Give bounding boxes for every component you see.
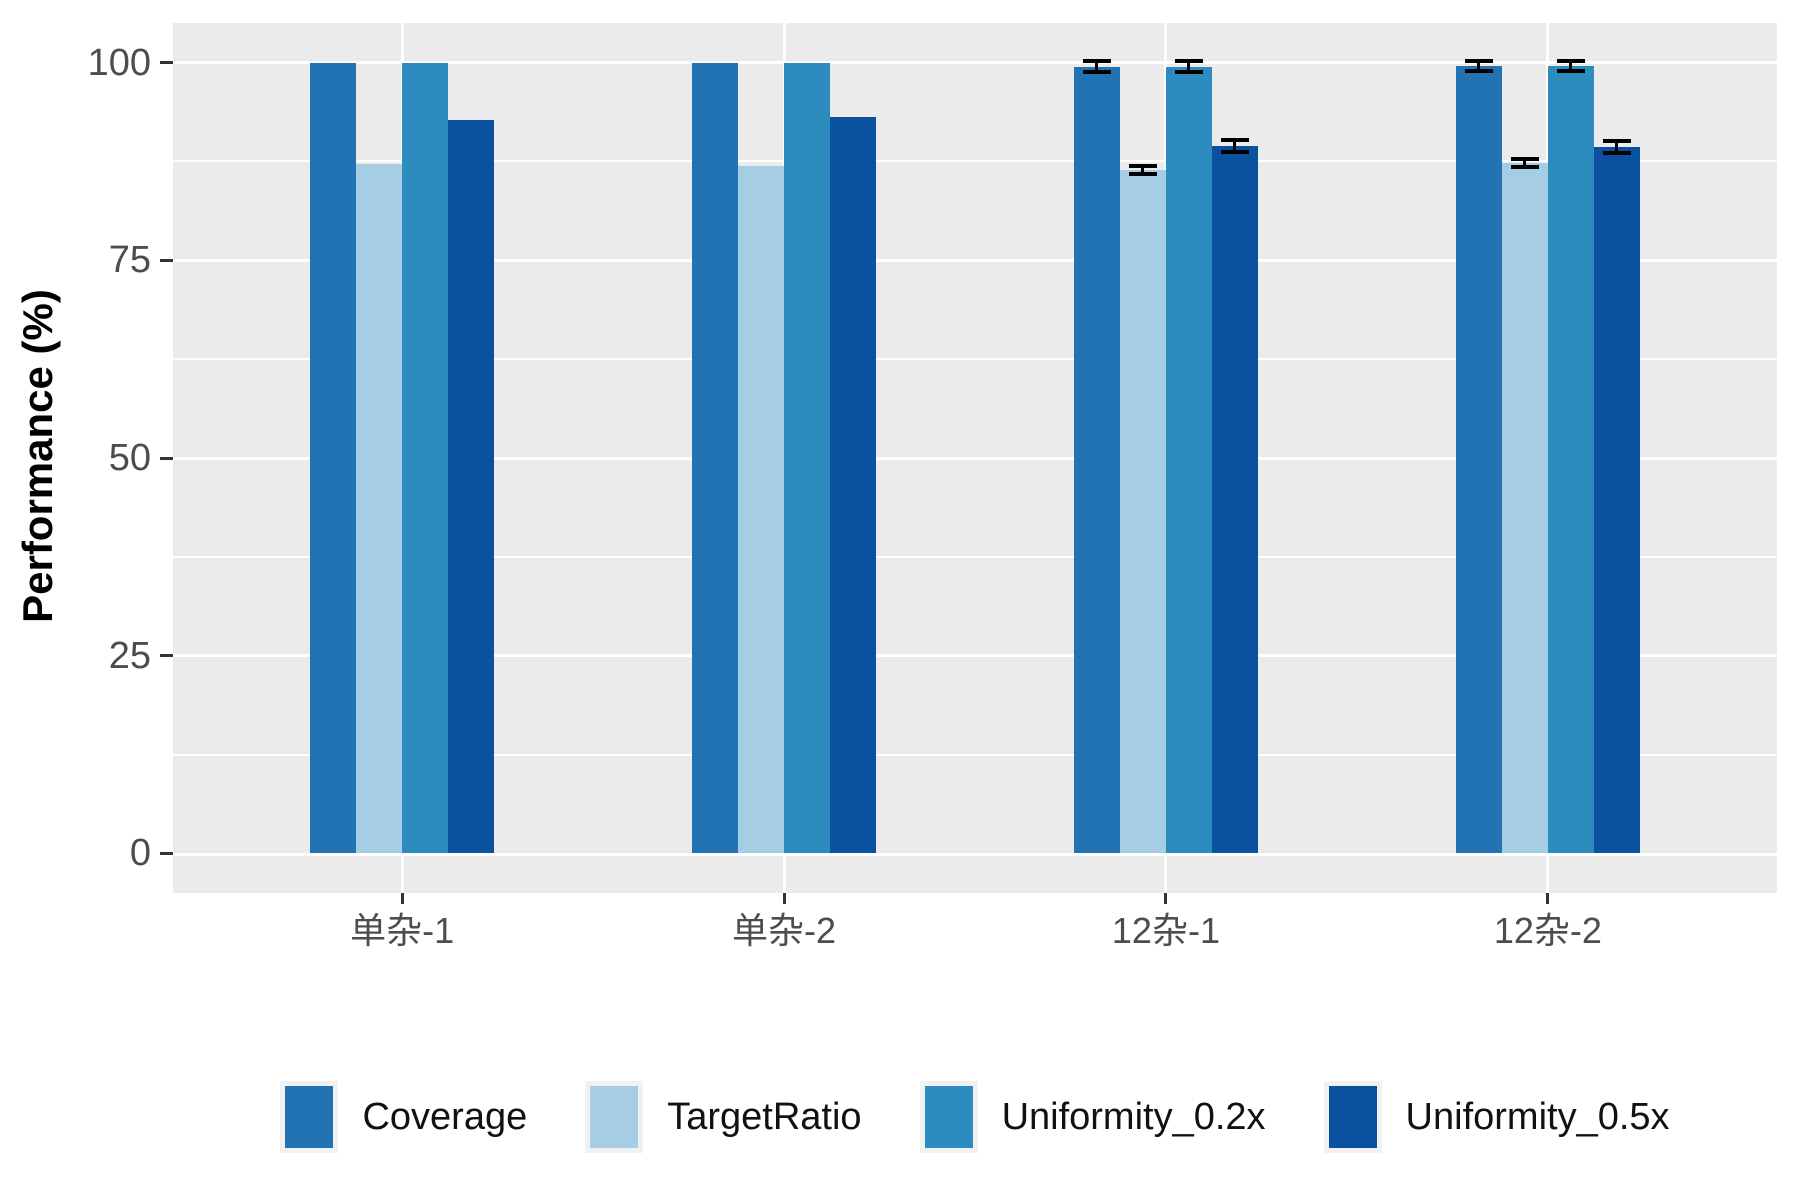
error-bar [1602,139,1631,156]
gridline-minor [173,555,1777,558]
bar [1593,147,1640,854]
bar [402,63,449,854]
legend-label: TargetRatio [667,1096,862,1138]
error-cap-top [1464,58,1493,63]
legend: Coverage TargetRatio Uniformity_0.2x Unifor… [173,1080,1777,1154]
bar [356,163,403,854]
legend-swatch [590,1086,639,1148]
bar [692,63,739,854]
error-cap-top [1510,156,1539,161]
legend-item: TargetRatio [585,1081,862,1153]
error-bar [1510,156,1539,170]
y-tick-label: 0 [129,832,151,875]
error-stem [1233,138,1237,155]
bar [448,120,495,854]
gridline-minor [173,358,1777,361]
legend-label: Coverage [362,1096,528,1138]
error-stem [1477,58,1481,73]
error-cap-bottom [1220,150,1249,155]
legend-key [919,1081,978,1153]
error-cap-bottom [1128,172,1157,177]
legend-item: Uniformity_0.5x [1323,1081,1670,1153]
bar [310,63,357,854]
gridline-minor [173,160,1777,163]
y-tick-mark [160,654,173,658]
gridline-minor [173,753,1777,756]
error-bar [1464,58,1493,73]
y-axis-title: Performance (%) [14,289,61,623]
error-cap-top [1128,163,1157,168]
error-cap-top [1556,58,1585,63]
gridline-zero [173,853,1777,857]
x-tick-label: 单杂-2 [732,910,837,951]
y-tick-mark [160,456,173,460]
gridline-major [173,61,1777,65]
error-cap-bottom [1464,68,1493,73]
error-stem [1141,163,1145,177]
bar [738,166,785,854]
bar [784,63,831,854]
error-cap-bottom [1510,165,1539,170]
bar [1455,65,1502,854]
error-cap-bottom [1556,68,1585,73]
y-tick-mark [160,258,173,262]
x-tick-mark [1164,893,1168,904]
error-cap-top [1602,139,1631,144]
error-stem [1523,156,1527,170]
bar [1211,146,1258,854]
legend-swatch [285,1086,334,1148]
bar [1073,66,1120,854]
error-cap-bottom [1602,151,1631,156]
bar [1501,162,1548,854]
legend-item: Uniformity_0.2x [919,1081,1266,1153]
legend-item: Coverage [280,1081,527,1153]
legend-swatch [924,1086,973,1148]
gridline-major [173,456,1777,460]
bar [1119,170,1166,854]
error-cap-top [1082,59,1111,64]
legend-label: Uniformity_0.5x [1405,1096,1670,1138]
error-stem [1569,58,1573,73]
error-stem [1187,59,1191,74]
y-tick-mark [160,61,173,65]
error-cap-bottom [1174,69,1203,74]
gridline-major [173,654,1777,658]
bar [830,117,877,854]
x-tick-mark [782,893,786,904]
error-bar [1556,58,1585,73]
x-tick-label: 12杂-2 [1493,910,1602,951]
error-bar [1128,163,1157,177]
x-tick-mark [1546,893,1550,904]
legend-key [585,1081,644,1153]
x-tick-mark [400,893,404,904]
x-tick-label: 12杂-1 [1111,910,1220,951]
x-tick-label: 单杂-1 [350,910,455,951]
error-bar [1082,59,1111,74]
error-cap-top [1174,59,1203,64]
error-stem [1095,59,1099,74]
error-bar [1174,59,1203,74]
bar [1547,65,1594,854]
error-bar [1220,138,1249,155]
y-tick-label: 100 [87,41,151,84]
legend-key [1323,1081,1382,1153]
error-cap-bottom [1082,69,1111,74]
legend-key [280,1081,339,1153]
legend-label: Uniformity_0.2x [1001,1096,1266,1138]
plot-panel [173,23,1777,893]
error-stem [1615,139,1619,156]
gridline-major [173,258,1777,262]
y-tick-mark [160,851,173,855]
bar [1165,66,1212,854]
legend-swatch [1328,1086,1377,1148]
error-cap-top [1220,138,1249,143]
